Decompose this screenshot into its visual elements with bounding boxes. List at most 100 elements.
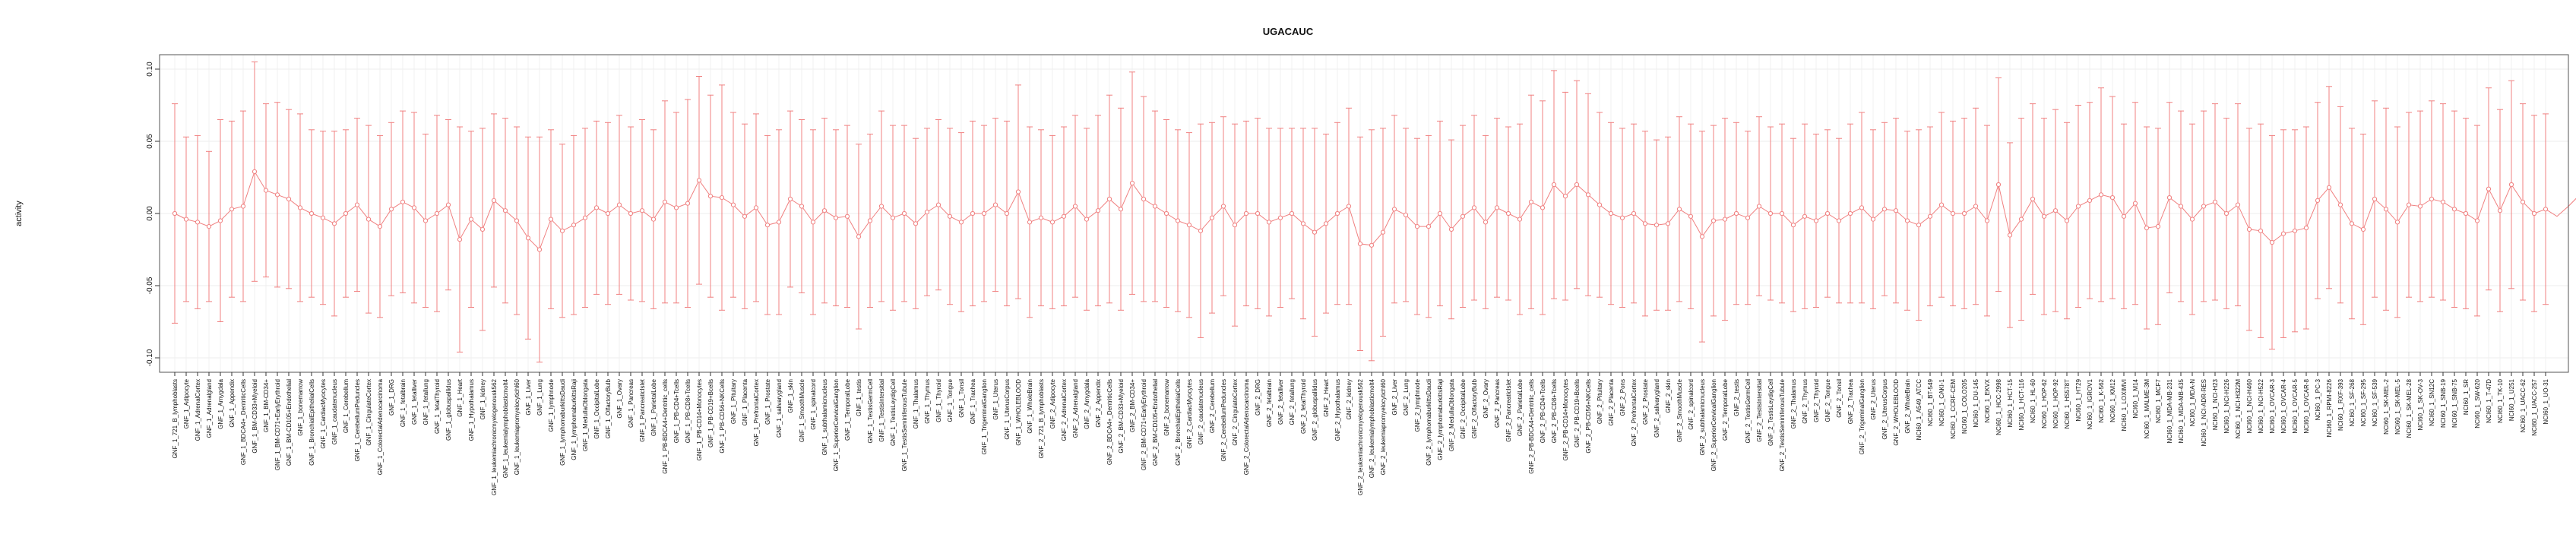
x-tick-label: GNF_1_Appendix [229, 379, 236, 428]
x-tick-label: GNF_1_DRG [388, 379, 395, 416]
data-point [1198, 228, 1204, 233]
data-point [1118, 207, 1124, 212]
data-point [1870, 217, 1876, 222]
x-tick-label: GNF_2_SuperiorCervicalGanglion [1710, 379, 1717, 471]
data-point [1277, 215, 1283, 220]
data-point [1597, 202, 1603, 207]
x-tick-label: GNF_2_CingulateCortex [1232, 379, 1239, 446]
x-tick-label: GNF_2_PB-CD14+Monocytes [1562, 379, 1569, 460]
data-point [890, 215, 896, 220]
data-point [1517, 217, 1523, 222]
data-point [1175, 218, 1181, 223]
x-tick-label: GNF_2_Adipocyte [1049, 378, 1056, 428]
data-point [468, 217, 474, 222]
x-tick-label: GNF_2_leukemiapromyelocytichl60 [1380, 378, 1387, 475]
data-point [1232, 223, 1238, 228]
x-tick-label: GNF_1_OlfactoryBulb [605, 378, 612, 438]
x-tick-label: GNF_1_ColorectalAdenocarcinoma [377, 378, 384, 475]
data-point [1403, 212, 1409, 217]
data-point [673, 205, 679, 210]
data-point [2109, 195, 2116, 201]
x-tick-label: GNF_1_Heart [457, 378, 464, 417]
data-point [2223, 210, 2229, 217]
data-point [2520, 199, 2526, 204]
x-tick-label: GNF_2_TrigeminalGanglion [1859, 379, 1866, 454]
x-tick-label: GNF_1_CardiacMyocytes [320, 379, 327, 449]
x-tick-label: GNF_1_Amygdala [217, 378, 224, 428]
data-point [616, 202, 622, 207]
x-tick-label: GNF_2_Liver [1391, 379, 1398, 416]
data-point [422, 218, 429, 223]
x-tick-label: GNF_1_BDCA4+_DentriticCells [240, 379, 247, 465]
x-tick-label: NCI60_1_K-562 [2098, 378, 2105, 422]
data-point [1049, 220, 1055, 225]
data-point [593, 205, 600, 210]
data-point [2292, 228, 2298, 233]
data-point [1015, 189, 1021, 194]
x-tick-label: NCI60_1_MDA-MB-231 [2166, 378, 2173, 443]
x-tick-label: GNF_1_leukemiachronicmyelogenousk562 [491, 378, 498, 495]
x-tick-label: NCI60_1_LOXIMVI [2121, 379, 2128, 431]
x-tick-label: GNF_1_Tonsil [958, 379, 965, 418]
points-layer [172, 169, 2549, 252]
data-point [1357, 241, 1363, 246]
x-tick-label: GNF_2_TemporalLobe [1722, 378, 1729, 440]
data-point [2326, 185, 2332, 190]
data-point [172, 210, 178, 217]
data-point [2497, 208, 2503, 213]
x-tick-label: GNF_1_BronchialEpithelialCells [309, 379, 315, 466]
x-tick-label: GNF_1_WHOLEBLOOD [1015, 379, 1022, 446]
x-tick-label: GNF_2_caudatenucleus [1198, 379, 1204, 444]
data-point [2383, 207, 2389, 212]
x-tick-label: GNF_2_globuspallidus [1312, 379, 1318, 441]
data-point [2189, 217, 2195, 222]
data-point [1950, 210, 1956, 217]
data-point [1334, 210, 1340, 217]
data-point [2030, 196, 2036, 202]
data-point [2543, 207, 2549, 212]
x-tick-label: GNF_1_TestisLeydigCell [890, 379, 897, 446]
x-tick-label: GNF_1_Thalamus [913, 379, 919, 428]
x-tick-label: NCI60_1_MDA-N [2189, 379, 2196, 426]
data-point [1129, 181, 1135, 186]
x-tick-label: NCI60_1_MDA-MB-435 [2178, 378, 2185, 443]
x-tick-label: NCI60_1_SR [2463, 379, 2470, 415]
data-point [1813, 218, 1819, 223]
data-point [525, 236, 531, 241]
x-tick-label: NCI60_1_BT-549 [1927, 378, 1934, 425]
data-point [1551, 182, 1557, 188]
x-tick-label: NCI60_1_NCI-H322M [2235, 379, 2242, 439]
x-tick-label: NCI60_1_U251 [2508, 378, 2515, 421]
x-tick-label: GNF_1_PB-BDCA4+Dentritic_cells [662, 379, 669, 474]
data-point [1346, 204, 1352, 209]
x-tick-label: GNF_1_Prostate [764, 378, 771, 425]
data-point [970, 210, 976, 217]
x-tick-label: GNF_1_fetalliver [411, 379, 418, 425]
x-tick-label: GNF_2_fetalliver [1277, 379, 1284, 425]
x-tick-label: GNF_2_Thyroid [1813, 379, 1820, 422]
x-tick-label: NCI60_1_KM12 [2109, 378, 2116, 422]
data-point [2440, 199, 2446, 204]
x-tick-label: GNF_2_Placenta [1608, 378, 1615, 425]
x-tick-label: GNF_2_BM-CD71+EarlyErythroid [1141, 379, 1147, 470]
data-point [821, 208, 828, 213]
data-point [2018, 217, 2024, 222]
x-tick-label: GNF_2_PB-CD56+NKCells [1585, 379, 1592, 454]
data-point [320, 215, 326, 220]
x-tick-label: NCI60_1_M14 [2132, 378, 2139, 418]
x-tick-label: GNF_2_BDCA4+_DentriticCells [1106, 379, 1113, 465]
data-point [924, 210, 930, 215]
data-point [776, 220, 782, 225]
data-point [1448, 226, 1454, 232]
x-tick-label: GNF_1_Tongue [947, 378, 954, 422]
data-point [2075, 204, 2081, 209]
x-tick-label: GNF_1_BM-CD33+Myeloid [252, 379, 258, 454]
x-tick-label: NCI60_1_HL-60 [2030, 378, 2036, 422]
x-tick-label: GNF_2_PB-BDCA4+Dentritic_cells [1528, 379, 1535, 474]
x-tick-label: GNF_2_fetalThyroid [1300, 379, 1307, 434]
x-tick-label: GNF_2_Trachea [1847, 378, 1854, 424]
data-point [1995, 182, 2002, 188]
x-tick-label: GNF_1_TestisGermCell [867, 379, 874, 444]
x-tick-label: GNF_1_PancreaticIslet [639, 378, 646, 441]
data-point [1562, 194, 1568, 199]
